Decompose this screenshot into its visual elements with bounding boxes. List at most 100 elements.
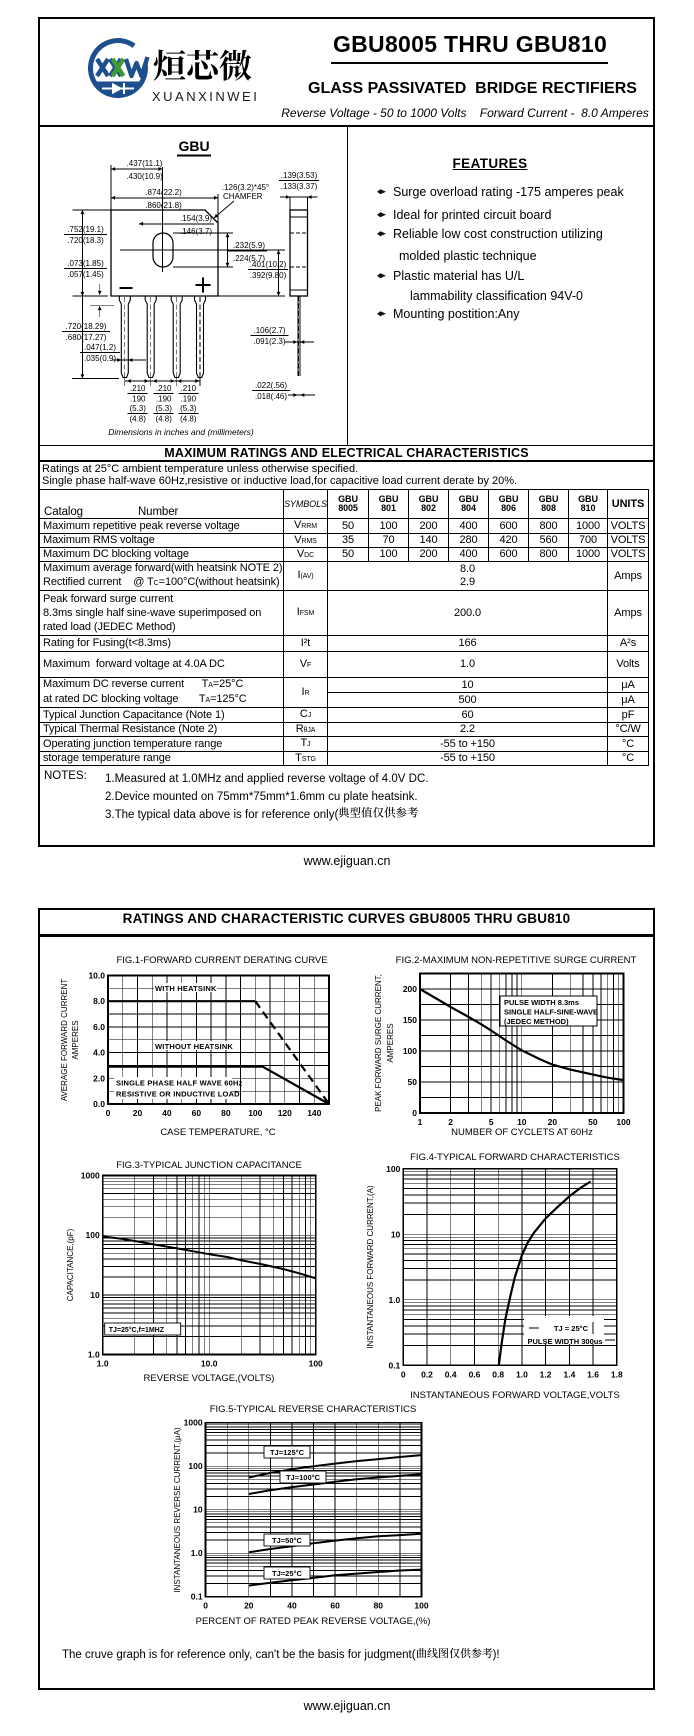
svg-text:.720(18.29): .720(18.29) [66, 322, 107, 331]
svg-text:10.0: 10.0 [201, 1359, 218, 1369]
svg-text:REVERSE VOLTAGE,(VOLTS): REVERSE VOLTAGE,(VOLTS) [144, 1373, 275, 1384]
svg-text:FIG.3-TYPICAL JUNCTION CAPACIT: FIG.3-TYPICAL JUNCTION CAPACITANCE [116, 1160, 302, 1171]
svg-text:(5.3): (5.3) [180, 404, 197, 413]
svg-text:100: 100 [86, 1230, 100, 1240]
svg-text:AMPERES: AMPERES [386, 1023, 395, 1062]
svg-text:(5.3): (5.3) [155, 404, 172, 413]
svg-text:20: 20 [548, 1117, 558, 1127]
svg-text:100: 100 [188, 1461, 202, 1471]
svg-text:10: 10 [391, 1229, 401, 1239]
svg-text:100: 100 [248, 1108, 262, 1118]
svg-text:80: 80 [221, 1108, 231, 1118]
svg-text:1000: 1000 [184, 1418, 203, 1428]
svg-text:.035(0.9): .035(0.9) [84, 354, 116, 363]
svg-text:.047(1.2): .047(1.2) [84, 343, 116, 352]
svg-text:.210: .210 [181, 384, 197, 393]
svg-text:0: 0 [401, 1369, 406, 1379]
svg-text:0.1: 0.1 [191, 1592, 203, 1602]
svg-text:PEAK FORWARD SURGE CURRENT,: PEAK FORWARD SURGE CURRENT, [374, 974, 383, 1112]
svg-text:.430(10.9): .430(10.9) [126, 172, 163, 181]
svg-text:10.0: 10.0 [88, 971, 105, 981]
svg-text:10: 10 [193, 1505, 203, 1515]
svg-text:NUMBER OF CYCLETS AT 60Hz: NUMBER OF CYCLETS AT 60Hz [451, 1127, 593, 1138]
svg-text:1.6: 1.6 [587, 1369, 599, 1379]
svg-text:1: 1 [418, 1117, 423, 1127]
svg-text:Dimensions in inches and (mill: Dimensions in inches and (millimeters) [108, 427, 254, 437]
svg-text:50: 50 [408, 1077, 418, 1087]
svg-text:(5.3): (5.3) [129, 404, 146, 413]
svg-text:0: 0 [203, 1601, 208, 1611]
svg-text:(4.8): (4.8) [129, 415, 146, 424]
svg-text:150: 150 [403, 1015, 417, 1025]
svg-text:SINGLE HALF-SINE-WAVE: SINGLE HALF-SINE-WAVE [504, 1008, 598, 1017]
svg-text:140: 140 [307, 1108, 321, 1118]
svg-text:(4.8): (4.8) [180, 415, 197, 424]
svg-text:0.8: 0.8 [492, 1369, 504, 1379]
svg-text:INSTANTANEOUS REVERSE CURREN: INSTANTANEOUS REVERSE CURRENT,(μA) [173, 1427, 182, 1593]
svg-text:TJ=50°C: TJ=50°C [272, 1536, 302, 1545]
svg-text:PULSE WIDTH 300us: PULSE WIDTH 300us [527, 1337, 602, 1346]
svg-text:80: 80 [374, 1601, 384, 1611]
svg-text:TJ=125°C: TJ=125°C [270, 1448, 305, 1457]
svg-text:0.0: 0.0 [93, 1099, 105, 1109]
svg-text:1.8: 1.8 [611, 1369, 623, 1379]
svg-text:0.1: 0.1 [388, 1360, 400, 1370]
svg-text:.126(3.2)*45°: .126(3.2)*45° [222, 183, 269, 192]
svg-text:WITHOUT HEATSINK: WITHOUT HEATSINK [155, 1042, 233, 1051]
svg-text:TJ=25°C: TJ=25°C [272, 1569, 302, 1578]
svg-text:6.0: 6.0 [93, 1022, 105, 1032]
svg-text:.860(21.8): .860(21.8) [145, 201, 182, 210]
svg-text:CAPACITANCE,(pF): CAPACITANCE,(pF) [66, 1228, 75, 1301]
svg-text:SINGLE PHASE HALF WAVE 60Hz: SINGLE PHASE HALF WAVE 60Hz [116, 1079, 243, 1088]
svg-text:PERCENT OF RATED PEAK REVERSE: PERCENT OF RATED PEAK REVERSE VOLTAGE,(%… [196, 1616, 431, 1627]
svg-text:(4.8): (4.8) [155, 415, 172, 424]
svg-text:.057(1.45): .057(1.45) [67, 270, 104, 279]
svg-text:.437(11.1): .437(11.1) [127, 159, 163, 168]
svg-text:0.6: 0.6 [469, 1369, 481, 1379]
svg-text:100: 100 [403, 1046, 417, 1056]
svg-text:.022(.56): .022(.56) [255, 381, 287, 390]
svg-text:40: 40 [287, 1601, 297, 1611]
svg-text:.232(5.9): .232(5.9) [233, 241, 265, 250]
svg-text:.190: .190 [130, 395, 146, 404]
svg-text:.106(2.7): .106(2.7) [253, 326, 285, 335]
svg-text:120: 120 [278, 1108, 292, 1118]
svg-text:INSTANTANEOUS FORWARD VOLTAGE,: INSTANTANEOUS FORWARD VOLTAGE,VOLTS [410, 1390, 620, 1401]
svg-text:.210: .210 [156, 384, 172, 393]
svg-text:RESISTIVE OR INDUCTIVE LOAD: RESISTIVE OR INDUCTIVE LOAD [116, 1090, 240, 1099]
svg-text:.680(17.27): .680(17.27) [66, 333, 107, 342]
svg-text:.139(3.53): .139(3.53) [281, 171, 318, 180]
svg-text:FIG.5-TYPICAL REVERSE CHARACTE: FIG.5-TYPICAL REVERSE CHARACTERISTICS [210, 1404, 417, 1415]
svg-text:GBU: GBU [178, 138, 209, 154]
svg-text:FIG.1-FORWARD CURRENT DERATING: FIG.1-FORWARD CURRENT DERATING CURVE [116, 955, 327, 966]
svg-text:100: 100 [414, 1601, 428, 1611]
svg-text:.720(18.3): .720(18.3) [67, 236, 104, 245]
svg-text:CHAMFER: CHAMFER [223, 192, 263, 201]
svg-text:.190: .190 [181, 395, 197, 404]
svg-text:PULSE WIDTH 8.3ms: PULSE WIDTH 8.3ms [504, 998, 579, 1007]
svg-text:60: 60 [330, 1601, 340, 1611]
svg-text:.874(22.2): .874(22.2) [145, 188, 182, 197]
svg-text:1000: 1000 [81, 1171, 100, 1181]
svg-text:20: 20 [133, 1108, 143, 1118]
svg-text:0: 0 [106, 1108, 111, 1118]
svg-text:10: 10 [90, 1290, 100, 1300]
svg-text:.401(10.2): .401(10.2) [250, 260, 287, 269]
svg-text:50: 50 [588, 1117, 598, 1127]
svg-text:.073(1.85): .073(1.85) [67, 259, 104, 268]
svg-text:TJ=100°C: TJ=100°C [286, 1473, 321, 1482]
svg-text:AMPERES: AMPERES [71, 1020, 80, 1059]
svg-text:2.0: 2.0 [93, 1073, 105, 1083]
svg-text:5: 5 [489, 1117, 494, 1127]
svg-text:1.4: 1.4 [563, 1369, 575, 1379]
svg-text:8.0: 8.0 [93, 996, 105, 1006]
svg-text:0.4: 0.4 [445, 1369, 457, 1379]
svg-text:10: 10 [517, 1117, 527, 1127]
svg-text:INSTANTANEOUS FORWARD CURRENT,: INSTANTANEOUS FORWARD CURRENT,(A) [366, 1185, 375, 1349]
svg-text:AVERAGE FORWARD CURRENT: AVERAGE FORWARD CURRENT [60, 979, 69, 1102]
svg-text:.224(5.7): .224(5.7) [233, 254, 265, 263]
svg-text:40: 40 [162, 1108, 172, 1118]
svg-text:TJ = 25°C: TJ = 25°C [554, 1324, 589, 1333]
svg-text:.752(19.1): .752(19.1) [67, 225, 104, 234]
svg-text:TJ=25°C,f=1MHZ: TJ=25°C,f=1MHZ [109, 1326, 165, 1334]
